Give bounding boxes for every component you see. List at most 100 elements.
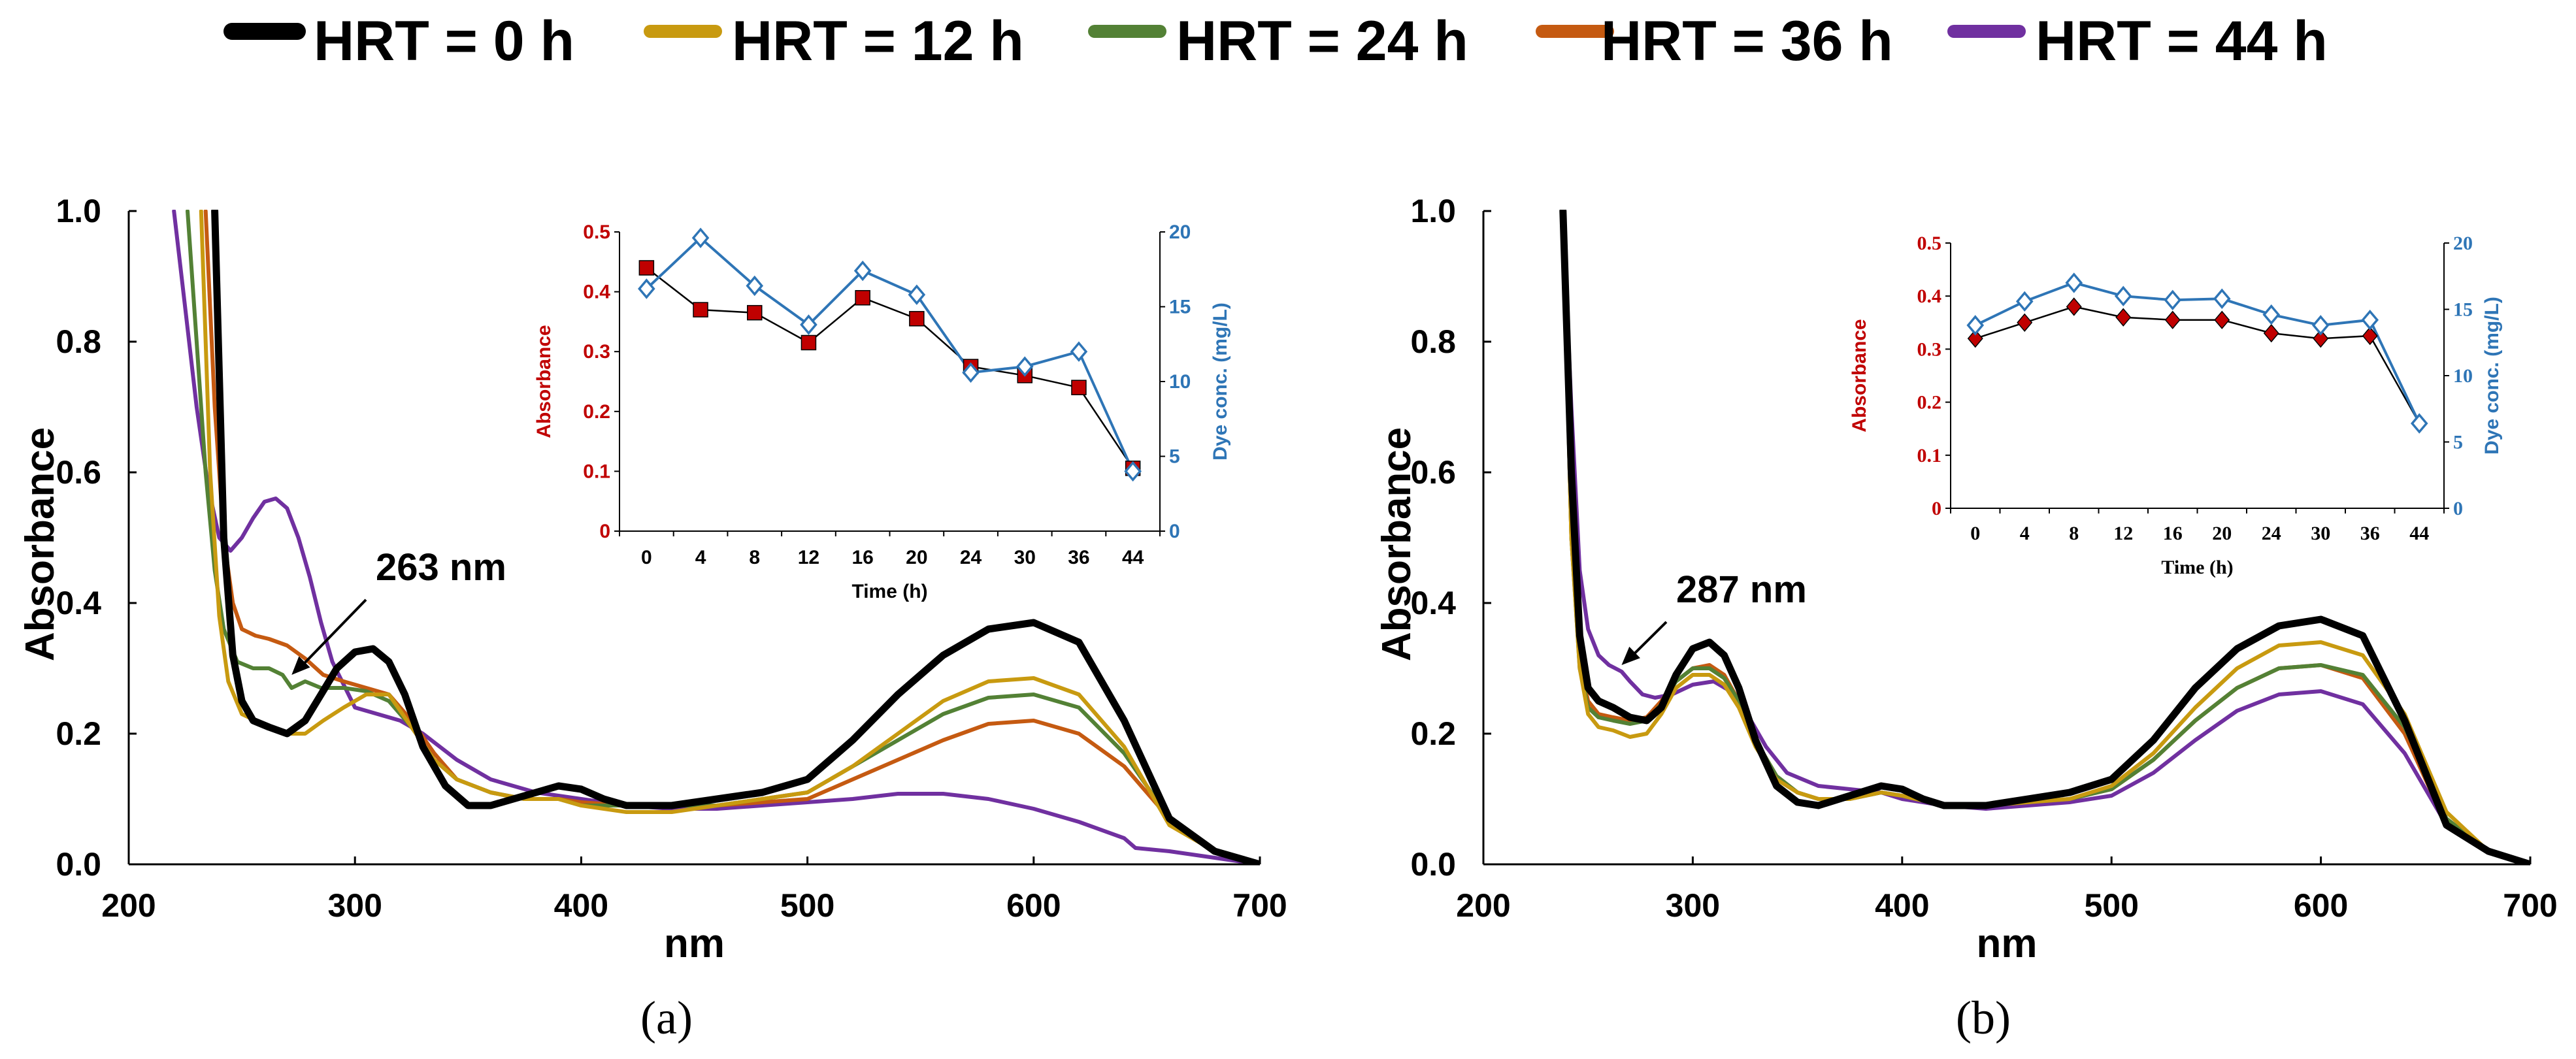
y-tick-label: 0.2 xyxy=(56,715,101,752)
inset-right-tick-label: 0 xyxy=(2453,498,2463,519)
inset-absorbance-line xyxy=(646,267,1134,469)
annotation-arrow-line xyxy=(297,598,367,671)
inset-left-axis-title: Absorbance xyxy=(1849,319,1870,432)
inset-dye-marker xyxy=(853,260,872,282)
y-axis-title: Absorbance xyxy=(18,427,63,661)
inset-x-tick-label: 8 xyxy=(2069,523,2079,544)
inset-absorbance-marker xyxy=(1967,329,1983,348)
inset-absorbance-marker xyxy=(855,290,870,306)
inset-absorbance-marker xyxy=(2115,308,2132,327)
inset-x-tick-label: 0 xyxy=(1970,523,1980,544)
inset-right-tick-label: 15 xyxy=(2453,299,2473,321)
inset-dye-marker xyxy=(2311,315,2330,336)
series-group xyxy=(1559,210,2530,864)
inset-x-tick-label: 44 xyxy=(2409,523,2429,544)
annotation-arrow-head xyxy=(1621,646,1640,665)
inset-absorbance-line xyxy=(1975,306,2420,424)
x-tick-label: 400 xyxy=(1875,887,1929,924)
inset-absorbance-marker xyxy=(801,334,817,351)
inset-left-axis-title: Absorbance xyxy=(533,325,555,438)
panel-a: 200 300 400 500 600 7000.00.20.40.60.81.0nmAb… xyxy=(18,193,1287,1044)
inset-dye-marker xyxy=(746,275,764,297)
inset-absorbance-marker xyxy=(1071,380,1087,395)
y-tick-label: 0.0 xyxy=(1410,846,1456,883)
panel-label: (b) xyxy=(1956,992,2011,1044)
inset-absorbance-marker xyxy=(909,311,925,327)
inset-right-axis-title: Dye conc. (mg/L) xyxy=(2481,297,2503,455)
inset-x-tick-label: 12 xyxy=(798,547,819,568)
y-tick-label: 1.0 xyxy=(1410,193,1456,229)
inset-left-tick-label: 0.2 xyxy=(1917,392,1942,414)
inset-dye-marker xyxy=(1016,356,1034,377)
inset-dye-marker xyxy=(962,362,980,383)
annotation-label: 287 nm xyxy=(1676,568,1807,611)
x-axis-title: nm xyxy=(1977,921,2038,966)
inset-left-tick-label: 0.2 xyxy=(583,401,610,423)
legend-entry-hrt-24-h: HRT = 24 h xyxy=(1088,10,1468,73)
inset-absorbance-marker xyxy=(2313,329,2329,348)
inset-absorbance-marker xyxy=(2362,326,2378,346)
inset-right-tick-label: 5 xyxy=(2453,432,2463,453)
inset-dye-marker xyxy=(1966,315,1985,336)
inset-left-tick-label: 0.4 xyxy=(1917,285,1942,307)
inset-dye-marker xyxy=(2213,288,2231,309)
inset-x-tick-label: 12 xyxy=(2113,523,2133,544)
inset-dye-marker xyxy=(638,278,655,299)
inset-absorbance-marker xyxy=(2263,323,2279,343)
series-line-hrt-0-h xyxy=(1559,210,2530,864)
inset-absorbance-marker xyxy=(2214,310,2230,329)
inset-right-axis-title: Dye conc. (mg/L) xyxy=(1210,302,1231,461)
inset-background xyxy=(613,219,1166,538)
x-axis-title: nm xyxy=(664,921,725,966)
inset-x-tick-label: 16 xyxy=(2163,523,2183,544)
inset-x-tick-label: 20 xyxy=(2212,523,2232,544)
inset-left-tick-label: 0.3 xyxy=(583,341,610,363)
x-tick-label: 200 xyxy=(101,887,156,924)
inset-dye-line xyxy=(1974,281,2421,424)
y-tick-label: 0.8 xyxy=(56,323,101,360)
x-tick-label: 600 xyxy=(1006,887,1061,924)
x-tick-label: 500 xyxy=(780,887,834,924)
inset-right-tick-label: 10 xyxy=(2453,365,2473,387)
inset-x-tick-label: 24 xyxy=(2262,523,2281,544)
inset-dye-marker xyxy=(691,227,710,248)
inset-x-tick-label: 44 xyxy=(1122,547,1144,568)
legend-label-hrt-44-h: HRT = 44 h xyxy=(2036,10,2328,73)
x-tick-label: 300 xyxy=(327,887,382,924)
inset-x-tick-label: 30 xyxy=(2311,523,2330,544)
y-tick-label: 0.0 xyxy=(56,846,101,883)
inset-dye-marker xyxy=(2410,413,2428,434)
inset-right-tick-label: 5 xyxy=(1169,446,1180,468)
inset-x-tick-label: 30 xyxy=(1014,547,1036,568)
inset-left-tick-label: 0.1 xyxy=(1917,445,1942,466)
legend-entry-hrt-44-h: HRT = 44 h xyxy=(1947,10,2328,73)
inset-dye-line xyxy=(646,236,1134,472)
series-line-hrt-0-h xyxy=(211,210,1260,864)
panel-label: (a) xyxy=(640,992,693,1044)
y-tick-label: 0.8 xyxy=(1410,323,1456,360)
inset-left-tick-label: 0.5 xyxy=(1917,233,1942,254)
legend-entry-hrt-0-h: HRT = 0 h xyxy=(223,10,574,73)
inset-x-tick-label: 8 xyxy=(749,547,760,568)
legend: HRT = 0 h HRT = 12 h HRT = 24 h HRT = 36 h H… xyxy=(223,10,2328,73)
inset-right-tick-label: 15 xyxy=(1169,297,1191,318)
inset-right-tick-label: 0 xyxy=(1169,521,1180,542)
series-group xyxy=(172,210,1260,864)
inset-left-tick-label: 0 xyxy=(599,521,610,542)
inset-dye-marker xyxy=(2015,291,2034,312)
legend-label-hrt-24-h: HRT = 24 h xyxy=(1176,10,1468,73)
inset-x-tick-label: 20 xyxy=(906,547,927,568)
x-tick-label: 300 xyxy=(1666,887,1720,924)
inset-dye-marker xyxy=(1070,341,1088,362)
inset-absorbance-marker xyxy=(2066,297,2082,316)
y-tick-label: 0.4 xyxy=(1410,585,1456,621)
inset-right-tick-label: 20 xyxy=(1169,221,1191,243)
inset-dye-marker xyxy=(1124,461,1142,482)
series-line-hrt-44-h xyxy=(172,210,1260,864)
y-tick-label: 0.6 xyxy=(1410,454,1456,491)
panel-b: 200 300 400 500 600 7000.00.20.40.60.81.0nmAb… xyxy=(1374,193,2558,1044)
y-tick-label: 1.0 xyxy=(56,193,101,229)
y-tick-label: 0.6 xyxy=(56,454,101,491)
inset-dye-marker xyxy=(2114,285,2132,306)
